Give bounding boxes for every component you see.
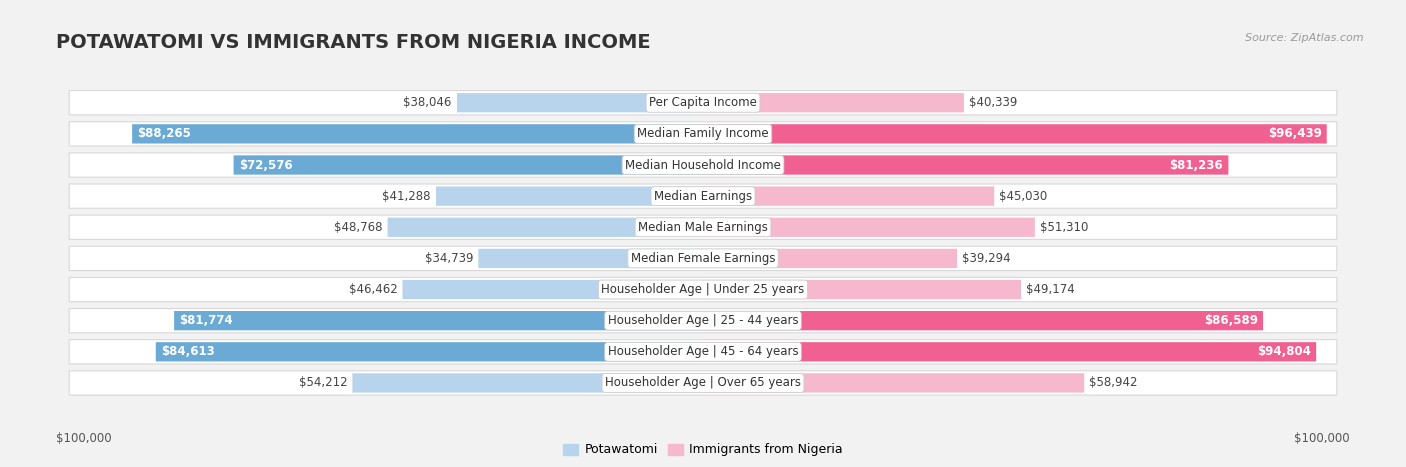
Text: Householder Age | Over 65 years: Householder Age | Over 65 years (605, 376, 801, 389)
Text: $41,288: $41,288 (382, 190, 430, 203)
FancyBboxPatch shape (69, 371, 1337, 395)
Text: Householder Age | Under 25 years: Householder Age | Under 25 years (602, 283, 804, 296)
FancyBboxPatch shape (69, 184, 1337, 208)
FancyBboxPatch shape (132, 124, 703, 143)
Text: $51,310: $51,310 (1040, 221, 1088, 234)
FancyBboxPatch shape (703, 249, 957, 268)
Text: $100,000: $100,000 (56, 432, 112, 446)
FancyBboxPatch shape (457, 93, 703, 113)
Text: $94,804: $94,804 (1257, 345, 1310, 358)
FancyBboxPatch shape (69, 91, 1337, 115)
Text: Source: ZipAtlas.com: Source: ZipAtlas.com (1246, 33, 1364, 42)
FancyBboxPatch shape (436, 186, 703, 206)
Text: $100,000: $100,000 (1294, 432, 1350, 446)
Text: $84,613: $84,613 (160, 345, 215, 358)
FancyBboxPatch shape (703, 342, 1316, 361)
Text: $34,739: $34,739 (425, 252, 474, 265)
Text: $46,462: $46,462 (349, 283, 398, 296)
Text: $48,768: $48,768 (333, 221, 382, 234)
FancyBboxPatch shape (69, 215, 1337, 240)
Text: $81,236: $81,236 (1170, 158, 1223, 171)
Text: $72,576: $72,576 (239, 158, 292, 171)
Text: $39,294: $39,294 (962, 252, 1011, 265)
FancyBboxPatch shape (703, 373, 1084, 393)
FancyBboxPatch shape (703, 311, 1263, 330)
Text: $86,589: $86,589 (1204, 314, 1258, 327)
FancyBboxPatch shape (69, 340, 1337, 364)
Text: $45,030: $45,030 (1000, 190, 1047, 203)
FancyBboxPatch shape (69, 277, 1337, 302)
FancyBboxPatch shape (388, 218, 703, 237)
FancyBboxPatch shape (703, 93, 965, 113)
Text: Median Earnings: Median Earnings (654, 190, 752, 203)
Text: Per Capita Income: Per Capita Income (650, 96, 756, 109)
Text: $96,439: $96,439 (1268, 127, 1322, 141)
Text: Householder Age | 45 - 64 years: Householder Age | 45 - 64 years (607, 345, 799, 358)
FancyBboxPatch shape (703, 186, 994, 206)
FancyBboxPatch shape (69, 153, 1337, 177)
Text: Median Male Earnings: Median Male Earnings (638, 221, 768, 234)
FancyBboxPatch shape (353, 373, 703, 393)
Text: $54,212: $54,212 (298, 376, 347, 389)
Text: POTAWATOMI VS IMMIGRANTS FROM NIGERIA INCOME: POTAWATOMI VS IMMIGRANTS FROM NIGERIA IN… (56, 33, 651, 52)
Text: $40,339: $40,339 (969, 96, 1018, 109)
FancyBboxPatch shape (69, 309, 1337, 333)
FancyBboxPatch shape (703, 280, 1021, 299)
Text: Householder Age | 25 - 44 years: Householder Age | 25 - 44 years (607, 314, 799, 327)
FancyBboxPatch shape (703, 124, 1327, 143)
FancyBboxPatch shape (402, 280, 703, 299)
Text: Median Family Income: Median Family Income (637, 127, 769, 141)
Text: $38,046: $38,046 (404, 96, 451, 109)
Text: $81,774: $81,774 (180, 314, 233, 327)
Text: $88,265: $88,265 (138, 127, 191, 141)
FancyBboxPatch shape (156, 342, 703, 361)
FancyBboxPatch shape (478, 249, 703, 268)
FancyBboxPatch shape (69, 122, 1337, 146)
Text: Median Household Income: Median Household Income (626, 158, 780, 171)
FancyBboxPatch shape (703, 218, 1035, 237)
Text: $49,174: $49,174 (1026, 283, 1076, 296)
FancyBboxPatch shape (69, 246, 1337, 270)
FancyBboxPatch shape (233, 156, 703, 175)
Text: $58,942: $58,942 (1090, 376, 1137, 389)
FancyBboxPatch shape (703, 156, 1229, 175)
FancyBboxPatch shape (174, 311, 703, 330)
Legend: Potawatomi, Immigrants from Nigeria: Potawatomi, Immigrants from Nigeria (558, 439, 848, 461)
Text: Median Female Earnings: Median Female Earnings (631, 252, 775, 265)
